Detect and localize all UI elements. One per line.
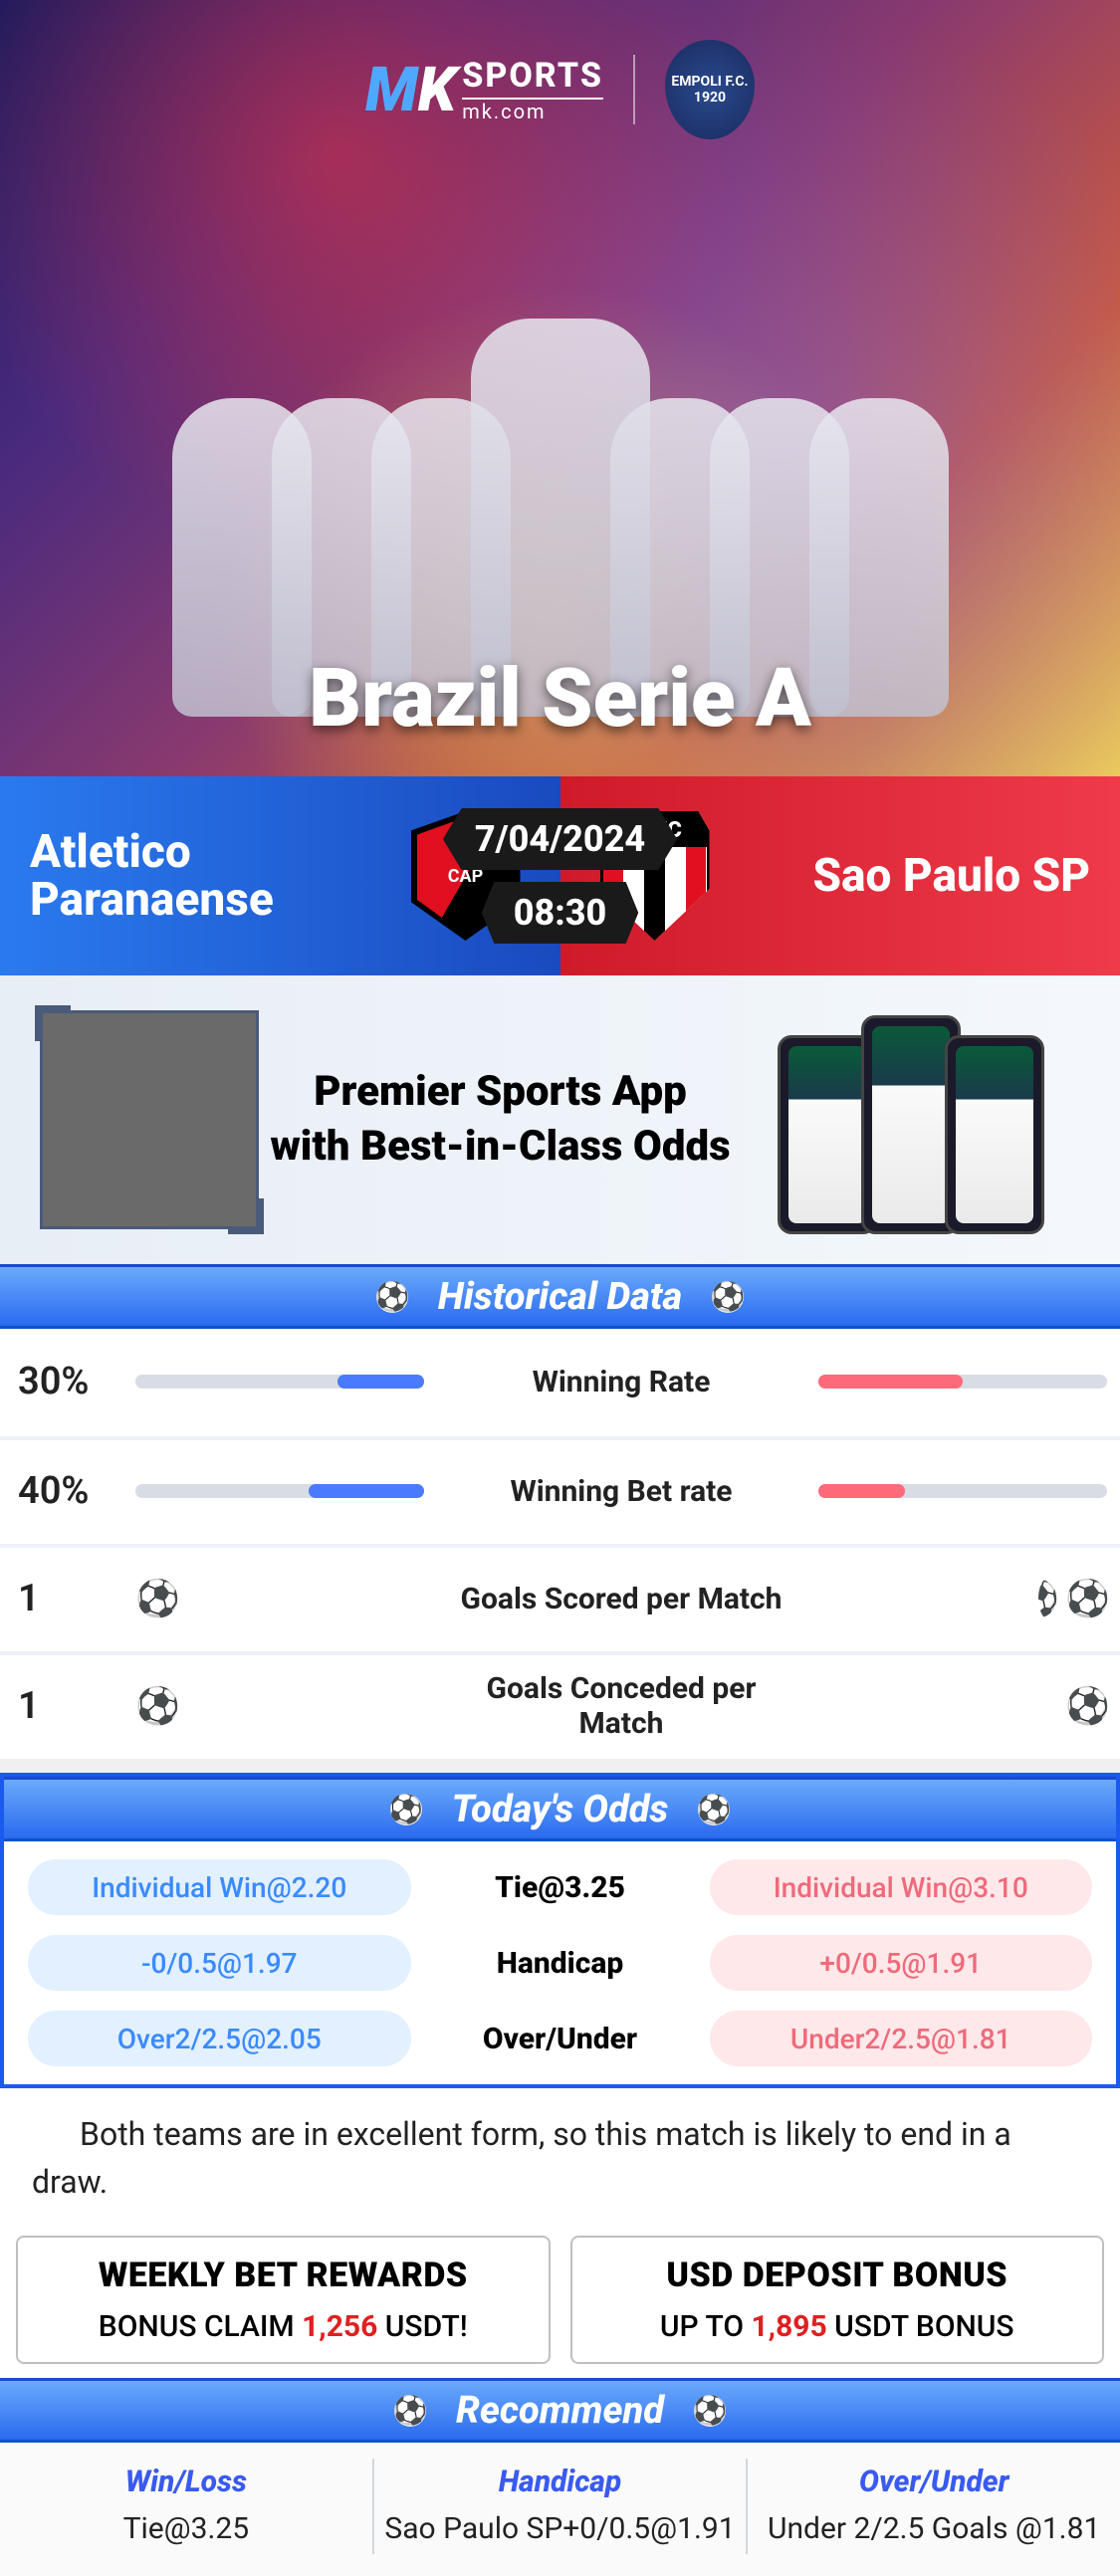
recommend-col[interactable]: Win/Loss Tie@3.25: [0, 2459, 374, 2554]
recommend-title: Recommend: [456, 2389, 664, 2433]
match-time: 08:30: [482, 882, 639, 944]
hist-row: 40% Winning Bet rate 30%: [0, 1436, 1120, 1544]
match-date: 7/04/2024: [443, 808, 677, 870]
goal-icons: ⚽: [818, 1685, 1107, 1727]
odds-home-pill[interactable]: Over2/2.5@2.05: [28, 2011, 411, 2066]
goal-ball-icon: ⚽: [135, 1685, 177, 1727]
bonus-card[interactable]: USD DEPOSIT BONUS UP TO 1,895 USDT BONUS: [570, 2236, 1105, 2364]
odds-mid-label: Handicap: [431, 1946, 690, 1981]
bar-track: [135, 1375, 424, 1389]
bar-track: [818, 1484, 1107, 1498]
odds-grid: Individual Win@2.20 Tie@3.25 Individual …: [4, 1841, 1116, 2084]
promo-bar: Premier Sports App with Best-in-Class Od…: [0, 975, 1120, 1264]
odds-mid-label: Over/Under: [431, 2022, 690, 2056]
league-title: Brazil Serie A: [309, 651, 811, 747]
odds-row: -0/0.5@1.97 Handicap +0/0.5@1.91: [28, 1935, 1092, 1991]
brand-logo: MK SPORTS mk.com: [365, 54, 603, 126]
bar-track: [818, 1375, 1107, 1389]
soccer-ball-icon: [694, 2395, 726, 2427]
bonus-subtitle: BONUS CLAIM 1,256 USDT!: [32, 2309, 535, 2344]
soccer-ball-icon: [376, 1281, 408, 1313]
historical-header: Historical Data: [0, 1264, 1120, 1329]
qr-code-icon[interactable]: [40, 1010, 259, 1229]
recommend-body: Sao Paulo SP+0/0.5@1.91: [384, 2509, 737, 2548]
goal-ball-icon: ⚽: [1065, 1578, 1107, 1619]
odds-away-pill[interactable]: +0/0.5@1.91: [710, 1935, 1093, 1991]
hist-row: 30% Winning Rate 50%: [0, 1329, 1120, 1436]
odds-box: Today's Odds Individual Win@2.20 Tie@3.2…: [0, 1773, 1120, 2088]
odds-home-pill[interactable]: Individual Win@2.20: [28, 1859, 411, 1915]
hist-row: 1 ⚽ Goals Conceded per Match ⚽ 0.9: [0, 1651, 1120, 1759]
historical-grid: 30% Winning Rate 50% 40% Winning Bet rat…: [0, 1329, 1120, 1759]
soccer-ball-icon: [390, 1794, 422, 1825]
odds-home-pill[interactable]: -0/0.5@1.97: [28, 1935, 411, 1991]
soccer-ball-icon: [698, 1794, 730, 1825]
hist-home-value: 30%: [18, 1360, 117, 1403]
analysis-text: Both teams are in excellent form, so thi…: [0, 2088, 1120, 2236]
recommend-head: Win/Loss: [10, 2465, 362, 2499]
logo-sports-text: SPORTS: [462, 56, 603, 96]
logo-sub-text: mk.com: [462, 98, 603, 123]
hero-banner: MK SPORTS mk.com EMPOLI F.C. 1920 Brazil…: [0, 0, 1120, 776]
bonus-subtitle: UP TO 1,895 USDT BONUS: [586, 2309, 1089, 2344]
soccer-ball-icon: [712, 1281, 744, 1313]
goal-icons: ⚽: [135, 1685, 424, 1727]
hero-logo-row: MK SPORTS mk.com EMPOLI F.C. 1920: [365, 40, 755, 139]
recommend-col[interactable]: Handicap Sao Paulo SP+0/0.5@1.91: [374, 2459, 749, 2554]
recommend-head: Handicap: [384, 2465, 737, 2499]
goal-icons: ⚽⚽: [818, 1578, 1107, 1619]
bar-fill-away: [818, 1375, 963, 1389]
historical-title: Historical Data: [438, 1275, 682, 1319]
bonus-card[interactable]: WEEKLY BET REWARDS BONUS CLAIM 1,256 USD…: [16, 2236, 551, 2364]
bar-track: [135, 1484, 424, 1498]
goal-ball-icon: ⚽: [135, 1578, 177, 1619]
bonus-title: USD DEPOSIT BONUS: [586, 2255, 1089, 2295]
odds-away-pill[interactable]: Individual Win@3.10: [710, 1859, 1093, 1915]
hist-home-value: 40%: [18, 1469, 117, 1513]
logo-mark: MK: [365, 54, 456, 126]
club-badge-icon: EMPOLI F.C. 1920: [665, 40, 755, 139]
match-bar: Atletico Paranaense CAP SPFC Sao Paulo S…: [0, 776, 1120, 975]
hist-home-value: 1: [18, 1684, 117, 1728]
home-team-name: Atletico Paranaense: [30, 828, 401, 925]
goal-ball-icon: ⚽: [1038, 1578, 1059, 1619]
odds-row: Over2/2.5@2.05 Over/Under Under2/2.5@1.8…: [28, 2011, 1092, 2066]
match-datetime: 7/04/2024 08:30: [443, 808, 677, 944]
bar-fill-home: [337, 1375, 424, 1389]
goal-icons: ⚽: [135, 1578, 424, 1619]
odds-header: Today's Odds: [4, 1777, 1116, 1841]
hist-label: Goals Conceded per Match: [442, 1671, 800, 1741]
odds-mid-label: Tie@3.25: [431, 1870, 690, 1905]
bar-fill-away: [818, 1484, 905, 1498]
away-team-name: Sao Paulo SP: [720, 852, 1091, 900]
soccer-ball-icon: [394, 2395, 426, 2427]
hist-row: 1 ⚽ Goals Scored per Match ⚽⚽ 1.4: [0, 1544, 1120, 1651]
recommend-grid: Win/Loss Tie@3.25 Handicap Sao Paulo SP+…: [0, 2443, 1120, 2576]
phones-mock-icon: [742, 1005, 1080, 1234]
recommend-header: Recommend: [0, 2378, 1120, 2443]
hero-divider: [633, 55, 635, 124]
hist-label: Winning Rate: [442, 1365, 800, 1399]
recommend-head: Over/Under: [758, 2465, 1110, 2499]
goal-ball-icon: ⚽: [1065, 1685, 1107, 1727]
hist-label: Goals Scored per Match: [442, 1582, 800, 1616]
recommend-col[interactable]: Over/Under Under 2/2.5 Goals @1.81: [748, 2459, 1120, 2554]
recommend-body: Tie@3.25: [10, 2509, 362, 2548]
hist-label: Winning Bet rate: [442, 1474, 800, 1509]
promo-text: Premier Sports App with Best-in-Class Od…: [259, 1065, 742, 1174]
hist-home-value: 1: [18, 1577, 117, 1620]
recommend-body: Under 2/2.5 Goals @1.81: [758, 2509, 1110, 2548]
bonus-row: WEEKLY BET REWARDS BONUS CLAIM 1,256 USD…: [0, 2236, 1120, 2378]
odds-row: Individual Win@2.20 Tie@3.25 Individual …: [28, 1859, 1092, 1915]
bar-fill-home: [309, 1484, 424, 1498]
bonus-title: WEEKLY BET REWARDS: [32, 2255, 535, 2295]
odds-away-pill[interactable]: Under2/2.5@1.81: [710, 2011, 1093, 2066]
odds-title: Today's Odds: [452, 1788, 669, 1831]
